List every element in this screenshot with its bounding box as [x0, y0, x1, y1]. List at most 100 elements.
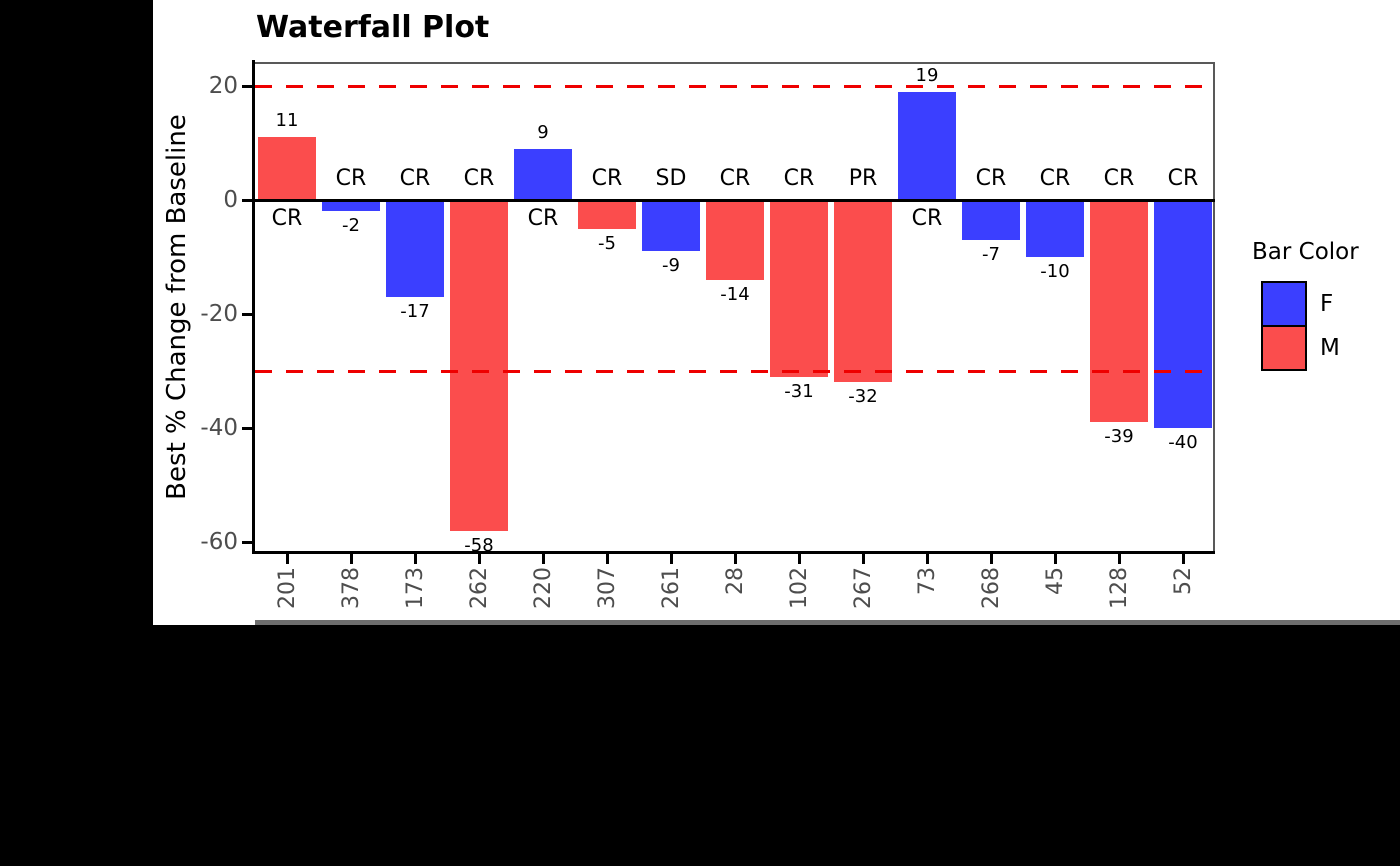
bar-value-label: -10 [1040, 261, 1070, 282]
reference-line [255, 369, 1215, 373]
x-tick [542, 554, 545, 564]
x-tick-label: 261 [658, 567, 684, 655]
x-tick [478, 554, 481, 564]
x-tick-label-text: 268 [978, 567, 1004, 609]
x-tick [1054, 554, 1057, 564]
x-tick [606, 554, 609, 564]
x-tick [286, 554, 289, 564]
x-tick-label-text: 262 [466, 567, 492, 609]
y-tick [242, 199, 253, 202]
bar [706, 200, 764, 280]
x-tick-label: 52 [1170, 567, 1196, 655]
x-tick-label: 378 [338, 567, 364, 655]
x-tick-label-text: 102 [786, 567, 812, 609]
response-label: CR [591, 166, 623, 191]
x-tick [670, 554, 673, 564]
response-label: CR [335, 166, 367, 191]
x-tick-label-text: 267 [850, 567, 876, 609]
legend-swatch [1261, 325, 1307, 371]
bar-value-label: -31 [784, 380, 814, 402]
bar-value-label: -39 [1104, 426, 1134, 448]
x-tick [926, 554, 929, 564]
legend-swatch [1261, 281, 1307, 327]
bar [514, 148, 572, 200]
bar-value-label: -7 [982, 243, 1000, 265]
y-tick-label: 0 [223, 187, 238, 213]
x-tick-label: 268 [978, 567, 1004, 655]
reference-line [255, 84, 1215, 88]
response-label: CR [463, 166, 495, 191]
x-tick-label-text: 28 [722, 567, 748, 595]
bar-value-label: -58 [464, 534, 494, 556]
response-label: PR [848, 166, 878, 191]
y-tick [242, 85, 253, 88]
chart-title: Waterfall Plot [256, 10, 490, 45]
x-tick [1182, 554, 1185, 564]
bar-value-label: -14 [720, 283, 750, 305]
y-tick-label: -60 [200, 529, 238, 555]
x-tick-label: 262 [466, 567, 492, 655]
y-tick-label: -40 [200, 415, 238, 441]
x-tick-label-text: 201 [274, 567, 300, 609]
x-tick-label: 267 [850, 567, 876, 655]
response-label: CR [783, 166, 815, 191]
bar [962, 200, 1020, 240]
panel-border-right [1213, 62, 1215, 554]
x-tick [990, 554, 993, 564]
x-tick-label-text: 173 [402, 567, 428, 609]
y-tick [242, 427, 253, 430]
response-label: CR [527, 206, 559, 231]
bar [1154, 200, 1212, 428]
response-label: CR [719, 166, 751, 191]
x-tick-label-text: 378 [338, 567, 364, 609]
bar-value-label: 19 [915, 64, 939, 86]
x-tick-label: 45 [1043, 567, 1068, 655]
bar [450, 200, 508, 531]
response-label: SD [655, 166, 687, 191]
x-tick-label-text: 220 [530, 567, 556, 609]
x-tick-label: 173 [402, 567, 428, 655]
x-tick [350, 554, 353, 564]
x-axis-line [252, 551, 1215, 554]
panel-border-top [255, 62, 1215, 64]
bar-value-label: -32 [848, 386, 878, 408]
bar [642, 200, 700, 252]
bar-value-label: -5 [598, 232, 616, 254]
zero-line [255, 199, 1215, 202]
response-label: CR [1039, 166, 1071, 191]
x-tick-label-text: 52 [1170, 567, 1196, 595]
bar [258, 137, 316, 200]
bar [898, 91, 956, 200]
y-axis-line [252, 60, 255, 554]
x-tick-label-text: 307 [594, 567, 620, 609]
x-tick [414, 554, 417, 564]
x-tick-label: 28 [722, 567, 748, 655]
y-tick [242, 313, 253, 316]
x-tick-label: 102 [786, 567, 812, 655]
bar-value-label: 11 [275, 110, 299, 132]
plot-bottom-edge [255, 620, 1400, 625]
bar [386, 200, 444, 297]
response-label: CR [271, 206, 303, 231]
legend-title: Bar Color [1252, 239, 1359, 265]
x-tick [734, 554, 737, 564]
bar [770, 200, 828, 377]
response-label: CR [975, 166, 1007, 191]
legend-entry-label: M [1320, 335, 1340, 361]
bar-value-label: -40 [1168, 432, 1198, 453]
response-label: CR [399, 166, 431, 191]
y-tick-label: 20 [208, 73, 238, 99]
response-label: CR [1103, 166, 1135, 191]
bar [834, 200, 892, 383]
x-tick-label: 73 [915, 567, 940, 655]
bar [1026, 200, 1084, 257]
x-tick-label: 128 [1107, 567, 1132, 655]
bar-value-label: -17 [400, 300, 430, 322]
bar-value-label: -2 [342, 215, 360, 237]
bar-value-label: 9 [537, 121, 549, 143]
x-tick-label-text: 261 [658, 567, 684, 609]
response-label: CR [1167, 166, 1199, 191]
legend-entry: F [1261, 281, 1340, 327]
x-tick [798, 554, 801, 564]
bar [578, 200, 636, 229]
